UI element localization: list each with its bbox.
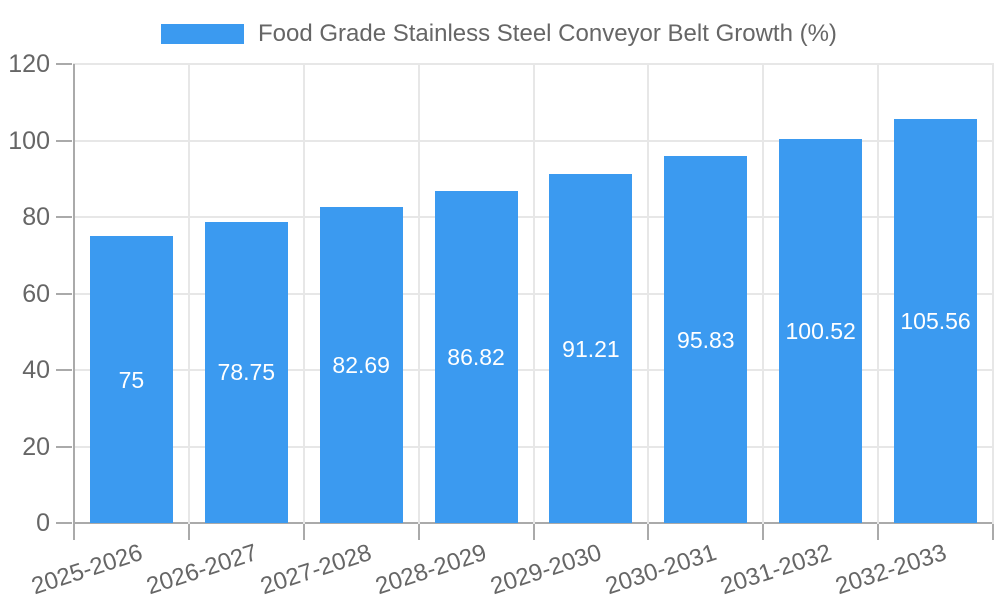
y-axis-tick-label: 120 xyxy=(8,50,50,78)
x-axis-tick-label: 2031-2032 xyxy=(717,539,835,600)
bar-value-label: 82.69 xyxy=(332,351,390,378)
bar-value-label: 75 xyxy=(118,366,145,393)
gridline-v xyxy=(532,64,535,524)
y-axis-tick-label: 40 xyxy=(22,356,50,384)
y-axis-tick-label: 0 xyxy=(36,509,50,537)
x-tick-mark xyxy=(532,524,535,540)
bar-value-label: 91.21 xyxy=(562,335,620,362)
y-axis-tick-label: 100 xyxy=(8,126,50,155)
bar-value-label: 100.52 xyxy=(785,317,856,344)
gridline-v xyxy=(647,64,650,524)
x-tick-mark xyxy=(647,524,650,540)
legend-swatch xyxy=(161,24,244,44)
gridline-v xyxy=(417,64,420,524)
bar[interactable] xyxy=(89,236,173,523)
x-axis-tick-label: 2028-2029 xyxy=(372,539,491,600)
bar[interactable] xyxy=(664,156,748,523)
gridline-v xyxy=(992,64,994,524)
legend-label: Food Grade Stainless Steel Conveyor Belt… xyxy=(258,20,837,47)
x-axis-tick-label: 2032-2033 xyxy=(832,539,950,600)
y-axis-tick-label: 20 xyxy=(22,432,50,461)
bar[interactable] xyxy=(549,174,633,523)
y-tick-mark xyxy=(56,522,72,524)
bar-value-label: 95.83 xyxy=(677,326,735,353)
y-axis-tick-label: 80 xyxy=(22,203,50,231)
bar-value-label: 105.56 xyxy=(900,308,971,335)
x-axis-tick-label: 2029-2030 xyxy=(487,539,605,600)
bar[interactable] xyxy=(434,190,518,523)
legend-item[interactable]: Food Grade Stainless Steel Conveyor Belt… xyxy=(161,21,837,47)
x-tick-mark xyxy=(187,524,190,540)
bar[interactable] xyxy=(319,206,403,523)
bar[interactable] xyxy=(204,221,288,523)
y-tick-mark xyxy=(56,63,72,65)
x-tick-mark xyxy=(877,524,880,540)
x-axis-tick-label: 2030-2031 xyxy=(602,539,720,600)
y-tick-mark xyxy=(56,292,72,295)
bar-value-label: 86.82 xyxy=(447,343,505,370)
y-tick-mark xyxy=(56,216,72,218)
y-tick-mark xyxy=(56,445,72,448)
gridline-v xyxy=(302,64,305,524)
x-tick-mark xyxy=(73,524,75,540)
y-axis-tick-label: 60 xyxy=(22,279,50,308)
x-axis-tick-label: 2025-2026 xyxy=(27,539,146,600)
x-tick-mark xyxy=(417,524,420,540)
x-axis-tick-label: 2027-2028 xyxy=(257,539,376,600)
bar[interactable] xyxy=(779,138,863,523)
bar-value-label: 78.75 xyxy=(217,359,276,386)
gridline-v xyxy=(187,64,190,524)
x-tick-mark xyxy=(302,524,305,540)
y-tick-mark xyxy=(56,139,72,142)
bar[interactable] xyxy=(894,119,978,523)
y-tick-mark xyxy=(56,369,72,371)
gridline-v xyxy=(877,64,880,524)
gridline-v xyxy=(762,64,765,524)
y-axis-line xyxy=(73,64,75,524)
x-axis-tick-label: 2026-2027 xyxy=(142,539,261,600)
x-tick-mark xyxy=(992,524,994,540)
x-tick-mark xyxy=(762,524,765,540)
